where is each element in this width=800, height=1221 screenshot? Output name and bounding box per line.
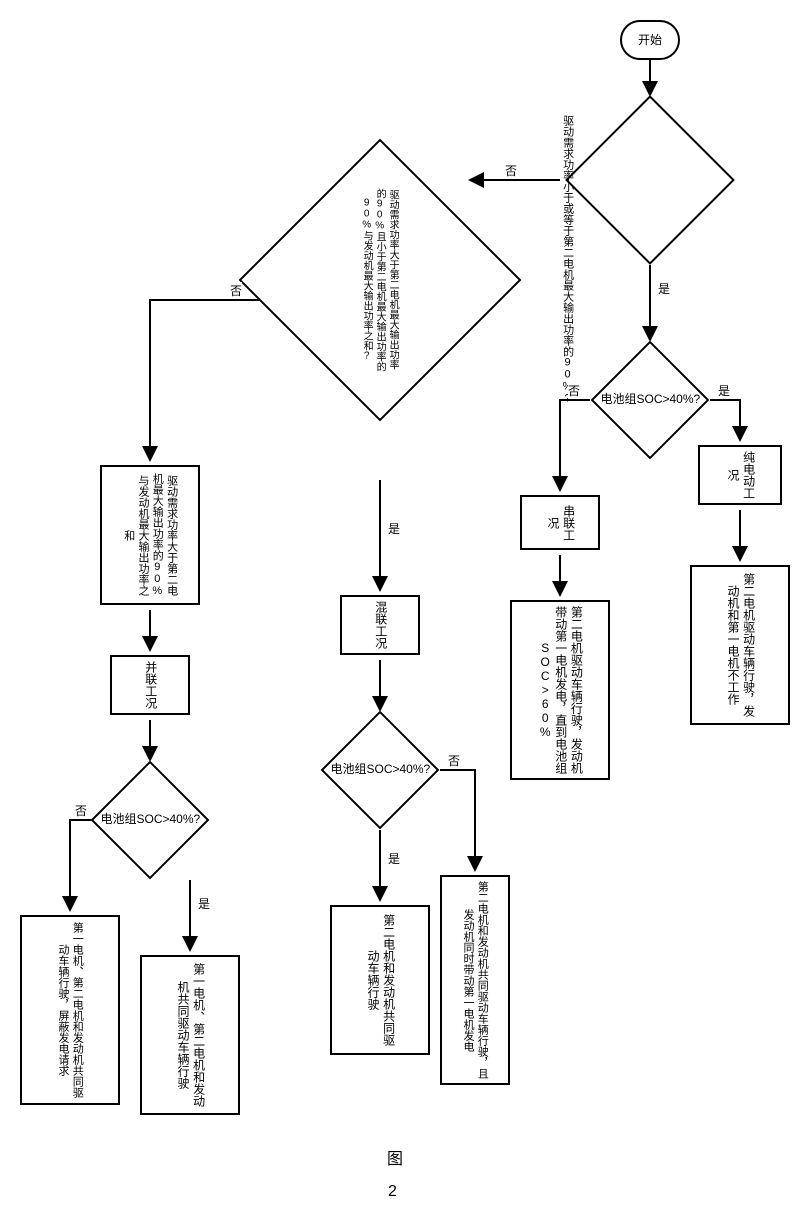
figure-label: 图 2 — [380, 1150, 404, 1200]
d2-yes-label: 是 — [718, 382, 730, 399]
d1-yes-label: 是 — [658, 280, 670, 297]
mode-hybrid: 混联工况 — [340, 595, 420, 655]
mode-series: 串联工况 — [520, 495, 600, 550]
out-series: 第二电机驱动车辆行驶，发动机带动第一电机发电，直到电池组SOC>60% — [510, 600, 610, 780]
out-hybrid-no-text: 第二电机和发动机共同驱动车辆行驶，且发动机同时带动第一电机发电 — [461, 881, 490, 1079]
d4-no-label: 否 — [448, 752, 460, 769]
decision-d4: 电池组SOC>40%? — [321, 711, 440, 830]
d5-no-label: 否 — [75, 802, 87, 819]
d2-no-label: 否 — [568, 382, 580, 399]
out-parallel-no-text: 第一电机、第二电机和发动机共同驱动车辆行驶，屏蔽发电请求 — [56, 921, 85, 1099]
start-node: 开始 — [620, 20, 680, 60]
d1-text: 驱动需求功率小于或等于第二电机最大输出功率的90%? — [560, 115, 574, 405]
d4-text: 电池组SOC>40%? — [331, 762, 431, 776]
mode-pure-ev-text: 纯电动工况 — [724, 451, 755, 499]
out-parallel-yes-text: 第一电机、第二电机和发动机共同驱动车辆行驶 — [174, 961, 205, 1109]
d5-text: 电池组SOC>40%? — [101, 812, 201, 826]
mode-hybrid-text: 混联工况 — [372, 601, 388, 649]
out-pure-ev-text: 第二电机驱动车辆行驶，发动机和第一电机不工作 — [724, 571, 755, 719]
out-parallel-no: 第一电机、第二电机和发动机共同驱动车辆行驶，屏蔽发电请求 — [20, 915, 120, 1105]
d4-yes-label: 是 — [388, 850, 400, 867]
out-parallel-yes: 第一电机、第二电机和发动机共同驱动车辆行驶 — [140, 955, 240, 1115]
out-pure-ev: 第二电机驱动车辆行驶，发动机和第一电机不工作 — [690, 565, 790, 725]
mode-pure-ev: 纯电动工况 — [698, 445, 782, 505]
cond-parallel: 驱动需求功率大于第二电机最大输出功率的90%与发动机最大输出功率之和 — [100, 465, 200, 605]
mode-parallel: 并联工况 — [110, 655, 190, 715]
mode-parallel-text: 并联工况 — [142, 661, 158, 709]
decision-d5: 电池组SOC>40%? — [91, 761, 210, 880]
d3-text: 驱动需求功率大于第二电机最大输出功率的90%且小于第二电机最大输出功率的90%与… — [361, 186, 400, 374]
out-hybrid-no: 第二电机和发动机共同驱动车辆行驶，且发动机同时带动第一电机发电 — [440, 875, 510, 1085]
out-hybrid-yes-text: 第二电机和发动机共同驱动车辆行驶 — [364, 911, 395, 1049]
d3-yes-label: 是 — [388, 520, 400, 537]
d5-yes-label: 是 — [198, 895, 210, 912]
out-hybrid-yes: 第二电机和发动机共同驱动车辆行驶 — [330, 905, 430, 1055]
start-text: 开始 — [638, 33, 662, 48]
out-series-text: 第二电机驱动车辆行驶，发动机带动第一电机发电，直到电池组SOC>60% — [537, 606, 584, 774]
d1-no-label: 否 — [505, 162, 517, 179]
decision-d1: 驱动需求功率小于或等于第二电机最大输出功率的90%? — [565, 95, 735, 265]
d3-no-label: 否 — [230, 282, 242, 299]
d2-text: 电池组SOC>40%? — [601, 392, 701, 406]
cond-parallel-text: 驱动需求功率大于第二电机最大输出功率的90%与发动机最大输出功率之和 — [121, 471, 178, 599]
mode-series-text: 串联工况 — [544, 501, 575, 544]
